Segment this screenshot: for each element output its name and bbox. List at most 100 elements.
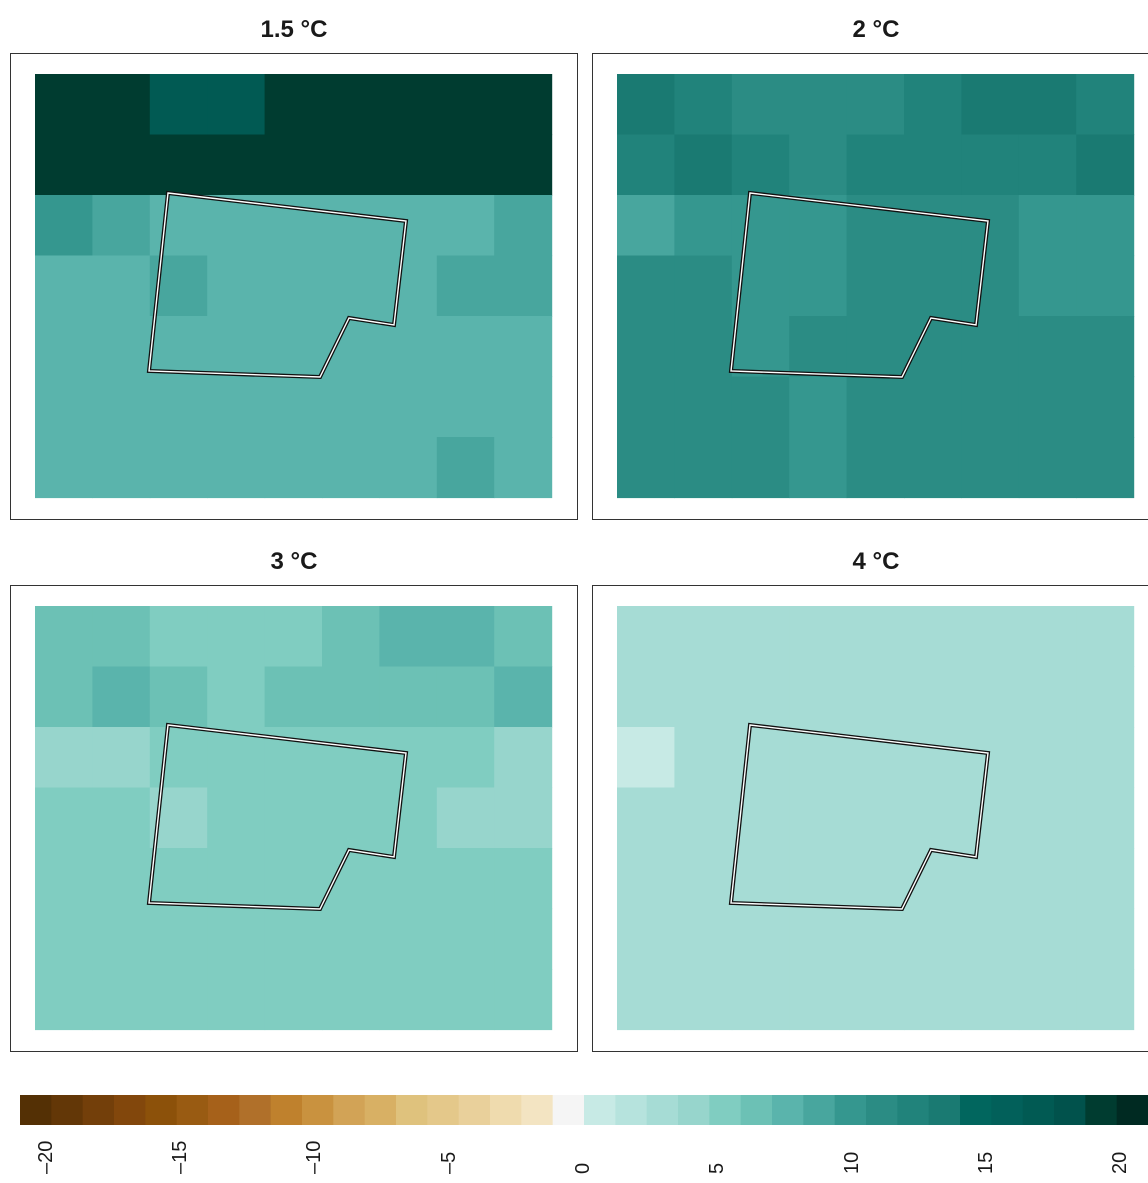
heatmap-panel bbox=[35, 74, 553, 499]
colorbar bbox=[20, 1095, 1148, 1125]
heatmap-cell bbox=[92, 437, 151, 499]
heatmap-cell bbox=[789, 376, 848, 438]
heatmap-cell bbox=[961, 969, 1020, 1031]
heatmap-cell bbox=[674, 376, 733, 438]
heatmap-cell bbox=[35, 74, 93, 136]
colorbar-swatch bbox=[552, 1095, 585, 1125]
heatmap-cell bbox=[494, 316, 553, 378]
region-outline-inner bbox=[148, 192, 407, 378]
heatmap-cell bbox=[961, 195, 1020, 257]
heatmap-cell bbox=[961, 134, 1020, 196]
colorbar-swatch bbox=[208, 1095, 240, 1125]
heatmap-cell bbox=[436, 606, 495, 668]
heatmap-cell bbox=[92, 848, 151, 910]
heatmap-cell bbox=[846, 255, 905, 317]
heatmap-cell bbox=[149, 195, 208, 257]
heatmap-cell bbox=[1018, 666, 1077, 728]
heatmap-cell bbox=[846, 969, 905, 1031]
heatmap-cell bbox=[35, 376, 93, 438]
heatmap-cell bbox=[731, 666, 790, 728]
heatmap-cell bbox=[674, 848, 733, 910]
heatmap-cell bbox=[731, 74, 790, 136]
heatmap-cell bbox=[1076, 316, 1135, 378]
heatmap-cell bbox=[149, 134, 208, 196]
heatmap-cell bbox=[436, 666, 495, 728]
heatmap-cell bbox=[92, 787, 151, 849]
heatmap-cell bbox=[207, 134, 266, 196]
heatmap-cell bbox=[961, 727, 1020, 789]
heatmap-cell bbox=[731, 727, 790, 789]
heatmap-cell bbox=[92, 74, 151, 136]
heatmap-cell bbox=[494, 74, 553, 136]
heatmap-cell bbox=[379, 74, 438, 136]
heatmap-cell bbox=[1018, 848, 1077, 910]
heatmap-cell bbox=[846, 74, 905, 136]
heatmap-cell bbox=[35, 316, 93, 378]
colorbar-swatch bbox=[239, 1095, 272, 1125]
region-outline-inner bbox=[730, 724, 989, 910]
heatmap-panel bbox=[35, 606, 553, 1031]
heatmap-cell bbox=[322, 727, 380, 789]
heatmap-cell bbox=[379, 969, 438, 1031]
heatmap-cell bbox=[1076, 195, 1135, 257]
heatmap-cell bbox=[35, 908, 93, 970]
heatmap-cell bbox=[1076, 848, 1135, 910]
heatmap-cell bbox=[264, 74, 323, 136]
heatmap-cell bbox=[1018, 437, 1077, 499]
heatmap-cell bbox=[904, 74, 962, 136]
colorbar-swatch bbox=[991, 1095, 1024, 1125]
heatmap-cell bbox=[35, 666, 93, 728]
heatmap-cell bbox=[846, 908, 905, 970]
heatmap-cell bbox=[617, 908, 675, 970]
heatmap-cell bbox=[961, 787, 1020, 849]
colorbar-tick-label: 15 bbox=[974, 1151, 997, 1174]
heatmap-cell bbox=[674, 195, 733, 257]
heatmap-cell bbox=[264, 666, 323, 728]
heatmap-cell bbox=[904, 134, 962, 196]
heatmap-cell bbox=[436, 134, 495, 196]
heatmap-cell bbox=[322, 969, 380, 1031]
heatmap-cell bbox=[961, 606, 1020, 668]
colorbar-swatch bbox=[302, 1095, 334, 1125]
heatmap-cell bbox=[379, 255, 438, 317]
heatmap-cell bbox=[1076, 606, 1135, 668]
panel-title: 2 °C bbox=[852, 16, 900, 43]
heatmap-cell bbox=[961, 908, 1020, 970]
heatmap-cell bbox=[1076, 727, 1135, 789]
heatmap-cell bbox=[789, 848, 848, 910]
heatmap-cell bbox=[322, 908, 380, 970]
heatmap-cell bbox=[674, 606, 733, 668]
heatmap-cell bbox=[207, 255, 266, 317]
heatmap-cell bbox=[379, 787, 438, 849]
heatmap-cell bbox=[207, 787, 266, 849]
colorbar-swatch bbox=[1022, 1095, 1055, 1125]
heatmap-cell bbox=[789, 316, 848, 378]
colorbar-tick-label: 20 bbox=[1109, 1151, 1132, 1174]
colorbar-swatch bbox=[678, 1095, 710, 1125]
heatmap-cell bbox=[904, 255, 962, 317]
heatmap-cell bbox=[904, 787, 962, 849]
heatmap-cell bbox=[149, 606, 208, 668]
heatmap-cell bbox=[35, 437, 93, 499]
heatmap-cell bbox=[674, 316, 733, 378]
panel-title: 1.5 °C bbox=[260, 16, 328, 43]
heatmap-cell bbox=[379, 195, 438, 257]
heatmap-cell bbox=[904, 848, 962, 910]
heatmap-cell bbox=[207, 316, 266, 378]
heatmap-cell bbox=[494, 787, 553, 849]
heatmap-cell bbox=[264, 376, 323, 438]
heatmap-cell bbox=[846, 666, 905, 728]
colorbar-swatch bbox=[772, 1095, 804, 1125]
heatmap-cell bbox=[494, 437, 553, 499]
heatmap-cell bbox=[1018, 74, 1077, 136]
heatmap-cell bbox=[436, 727, 495, 789]
heatmap-cell bbox=[149, 848, 208, 910]
panel-title: 4 °C bbox=[852, 548, 900, 575]
heatmap-cell bbox=[149, 376, 208, 438]
colorbar-swatch bbox=[82, 1095, 115, 1125]
heatmap-cell bbox=[207, 666, 266, 728]
heatmap-cell bbox=[617, 376, 675, 438]
heatmap-cell bbox=[731, 908, 790, 970]
heatmap-cell bbox=[494, 134, 553, 196]
heatmap-cell bbox=[379, 666, 438, 728]
